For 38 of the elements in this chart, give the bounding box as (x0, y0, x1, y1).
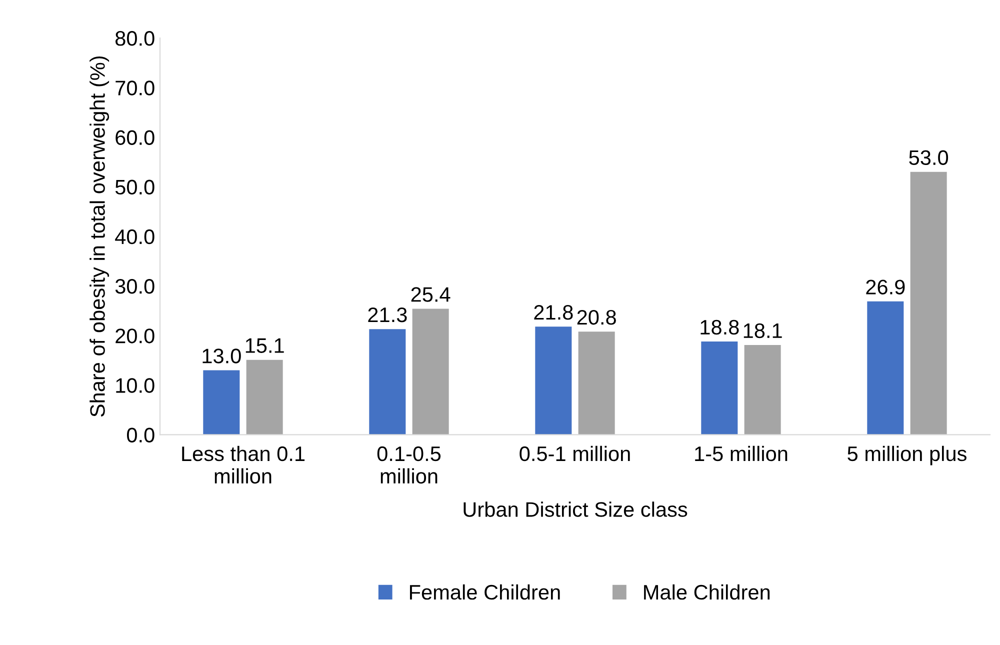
bar (369, 329, 406, 435)
bar (246, 360, 283, 435)
bar (744, 344, 781, 435)
x-tick-label: 0.5-1 million (520, 446, 630, 462)
x-axis-title: Urban District Size class (464, 502, 688, 517)
data-label: 20.8 (577, 310, 616, 325)
y-tick-label: 80.0 (116, 31, 154, 46)
bar (535, 326, 572, 435)
y-tick-label: 70.0 (116, 80, 154, 96)
bar (412, 308, 449, 435)
x-tick-label: 5 million plus (848, 446, 966, 466)
data-label: 15.1 (246, 338, 284, 353)
data-label: 25.4 (411, 287, 450, 302)
bar (203, 370, 240, 435)
data-label: 21.8 (534, 304, 573, 320)
y-tick-label: 10.0 (116, 378, 154, 393)
y-tick-label: 60.0 (116, 130, 154, 145)
legend-label: Male Children (644, 584, 770, 600)
data-label: 26.9 (866, 280, 905, 294)
x-tick-label: Less than 0.1 million (182, 446, 305, 484)
data-label: 13.0 (202, 348, 241, 364)
y-tick-label: 30.0 (115, 278, 154, 294)
y-tick-label: 40.0 (115, 229, 154, 244)
data-label: 18.1 (744, 323, 782, 338)
legend-label: Female Children (410, 584, 560, 600)
y-tick-label: 0.0 (126, 428, 154, 442)
y-tick-label: 20.0 (116, 328, 154, 344)
bar (701, 342, 738, 435)
data-label: 21.3 (368, 307, 407, 322)
y-tick-label: 50.0 (115, 180, 154, 195)
data-label: 53.0 (909, 150, 948, 166)
bar (910, 172, 947, 435)
x-tick-label: 0.1-0.5 million (377, 446, 441, 484)
x-tick-label: 1-5 million (695, 446, 788, 462)
data-label: 18.8 (700, 320, 739, 335)
y-axis-title: Share of obesity in total overweight (%) (90, 56, 110, 417)
bar (578, 332, 615, 435)
bar (867, 301, 904, 435)
